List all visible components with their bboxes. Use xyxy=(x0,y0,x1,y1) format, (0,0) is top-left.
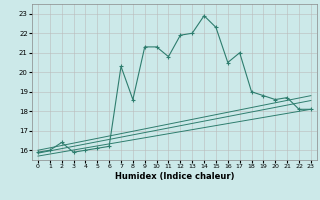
X-axis label: Humidex (Indice chaleur): Humidex (Indice chaleur) xyxy=(115,172,234,181)
